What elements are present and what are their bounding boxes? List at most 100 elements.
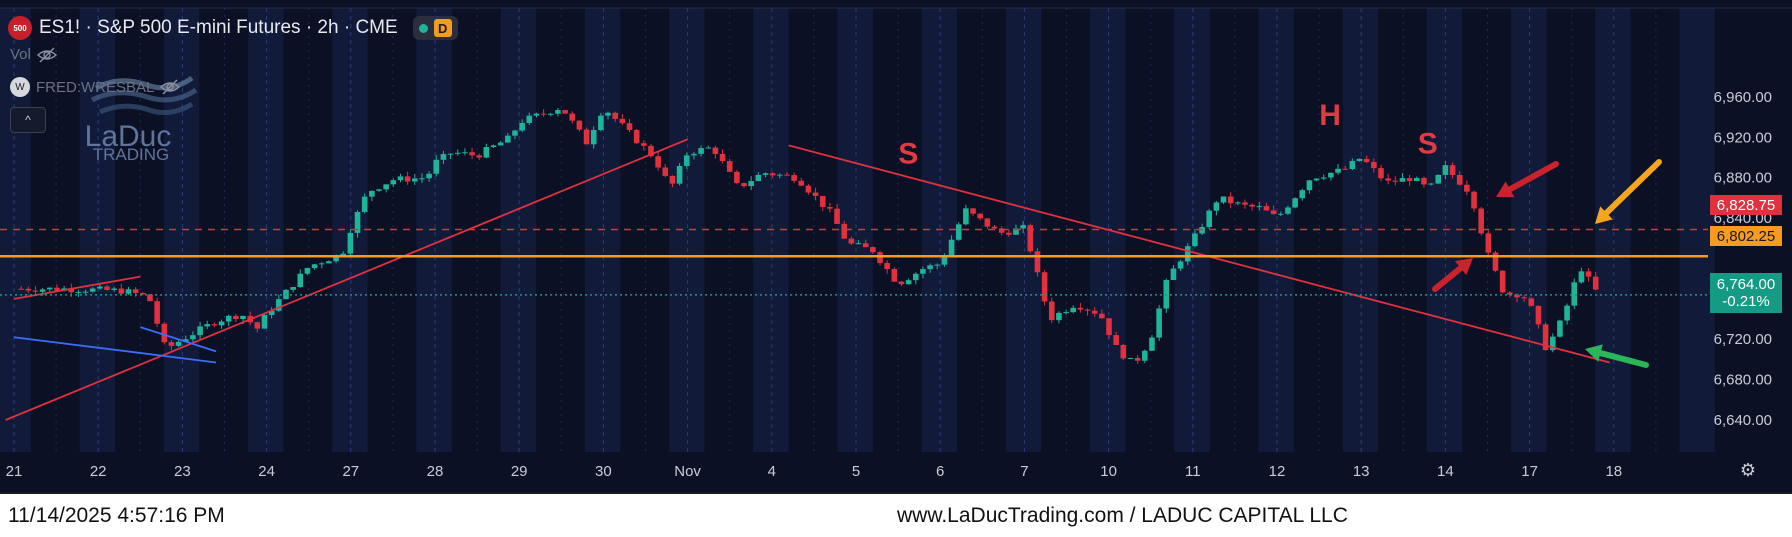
trendline bbox=[140, 326, 217, 353]
x-tick-label: 7 bbox=[1020, 463, 1028, 480]
candle-body bbox=[1371, 162, 1377, 169]
candle-body bbox=[576, 120, 583, 130]
collapse-button[interactable]: ^ bbox=[10, 107, 46, 133]
candle-body bbox=[118, 288, 125, 294]
candle-body bbox=[862, 243, 869, 248]
x-tick-label: 29 bbox=[511, 463, 528, 480]
red-arrow-lower bbox=[1432, 265, 1464, 292]
session-band bbox=[1342, 8, 1379, 452]
candle-body bbox=[505, 135, 511, 143]
candle-body bbox=[147, 294, 153, 302]
x-tick-label: 6 bbox=[936, 463, 944, 480]
candle-body bbox=[454, 152, 461, 154]
candle-body bbox=[769, 173, 776, 176]
candle-body bbox=[712, 147, 719, 154]
candle-body bbox=[32, 290, 39, 292]
candle-body bbox=[1099, 313, 1105, 319]
candle-body bbox=[1091, 310, 1098, 314]
indicator-row-fred[interactable]: W FRED:WRESBAL bbox=[10, 77, 181, 97]
chart-background bbox=[0, 0, 1792, 492]
footer-timestamp: 11/14/2025 4:57:16 PM bbox=[8, 504, 225, 527]
y-tick-label: 6,920.00 bbox=[1714, 129, 1772, 146]
candle-body bbox=[605, 112, 611, 116]
candle-body bbox=[490, 145, 497, 148]
watermark-line2: TRADING bbox=[93, 145, 170, 164]
candle-body bbox=[404, 176, 411, 182]
x-tick-label: 27 bbox=[342, 463, 359, 480]
symbol-icon[interactable]: 500 bbox=[8, 16, 32, 40]
candle-body bbox=[290, 287, 296, 290]
candle-body bbox=[683, 155, 690, 166]
candle-body bbox=[390, 180, 397, 185]
fred-icon: W bbox=[10, 77, 30, 97]
candle-body bbox=[870, 247, 876, 253]
gear-icon[interactable]: ⚙ bbox=[1739, 459, 1757, 480]
candle-body bbox=[1120, 344, 1127, 359]
candle-body bbox=[583, 129, 590, 145]
candle-body bbox=[440, 154, 447, 160]
candle-body bbox=[1134, 357, 1141, 361]
candle-body bbox=[590, 129, 597, 145]
candle-body bbox=[1535, 305, 1542, 325]
chart-title[interactable]: ES1! · S&P 500 E-mini Futures · 2h · CME bbox=[39, 17, 398, 38]
candle-body bbox=[1435, 174, 1442, 184]
candle-body bbox=[540, 113, 547, 115]
x-tick-label: 14 bbox=[1437, 463, 1454, 480]
indicator-label: FRED:WRESBAL bbox=[36, 78, 155, 96]
candle-body bbox=[812, 192, 819, 196]
eye-off-icon[interactable] bbox=[160, 79, 181, 95]
candle-body bbox=[1056, 312, 1062, 321]
candle-body bbox=[426, 173, 432, 179]
candle-body bbox=[1585, 271, 1592, 277]
candle-body bbox=[912, 273, 919, 281]
session-band bbox=[500, 8, 537, 452]
candle-body bbox=[168, 342, 175, 346]
candle-body bbox=[1478, 208, 1484, 234]
candle-body bbox=[1048, 301, 1055, 321]
candle-body bbox=[955, 224, 962, 240]
candle-body bbox=[154, 301, 160, 324]
orange-arrow bbox=[1603, 159, 1662, 216]
x-tick-label: 28 bbox=[427, 463, 444, 480]
candle-body bbox=[1313, 178, 1320, 181]
candle-body bbox=[1041, 272, 1048, 302]
green-arrow bbox=[1597, 350, 1649, 368]
candle-body bbox=[1363, 158, 1370, 163]
candle-body bbox=[261, 314, 268, 329]
candle-body bbox=[1149, 337, 1155, 351]
candle-body bbox=[1421, 177, 1427, 185]
candle-body bbox=[419, 178, 425, 180]
candle-body bbox=[218, 321, 225, 326]
candle-body bbox=[1564, 305, 1570, 321]
candle-body bbox=[1514, 294, 1520, 298]
candle-body bbox=[641, 143, 647, 146]
candle-body bbox=[1349, 160, 1356, 170]
price-last-change: -0.21% bbox=[1722, 293, 1770, 310]
price-badge-last: 6,764.00 -0.21% bbox=[1710, 273, 1782, 313]
orange-arrow-head bbox=[1595, 206, 1613, 224]
chevron-up-icon: ^ bbox=[25, 113, 31, 127]
candle-body bbox=[555, 110, 561, 114]
candle-body bbox=[383, 184, 389, 190]
candle-body bbox=[68, 288, 75, 293]
x-tick-label: 22 bbox=[90, 463, 107, 480]
y-tick-label: 6,960.00 bbox=[1714, 89, 1772, 106]
price-last-value: 6,764.00 bbox=[1716, 276, 1776, 293]
candle-body bbox=[662, 167, 669, 176]
eye-off-icon[interactable] bbox=[36, 46, 57, 63]
candle-body bbox=[369, 190, 375, 197]
candle-body bbox=[1142, 350, 1148, 361]
y-tick-label: 6,720.00 bbox=[1714, 331, 1772, 348]
candle-body bbox=[97, 286, 103, 289]
candle-body bbox=[361, 196, 368, 212]
timeframe-badge[interactable]: D bbox=[433, 19, 452, 37]
candle-body bbox=[54, 287, 60, 291]
candle-body bbox=[1499, 270, 1506, 293]
candle-body bbox=[1242, 202, 1248, 205]
indicator-row-vol[interactable]: Vol bbox=[10, 46, 57, 63]
candle-body bbox=[719, 153, 726, 162]
candle-body bbox=[1521, 297, 1527, 299]
candle-body bbox=[626, 123, 633, 130]
candle-body bbox=[161, 323, 168, 343]
candle-body bbox=[25, 288, 32, 291]
